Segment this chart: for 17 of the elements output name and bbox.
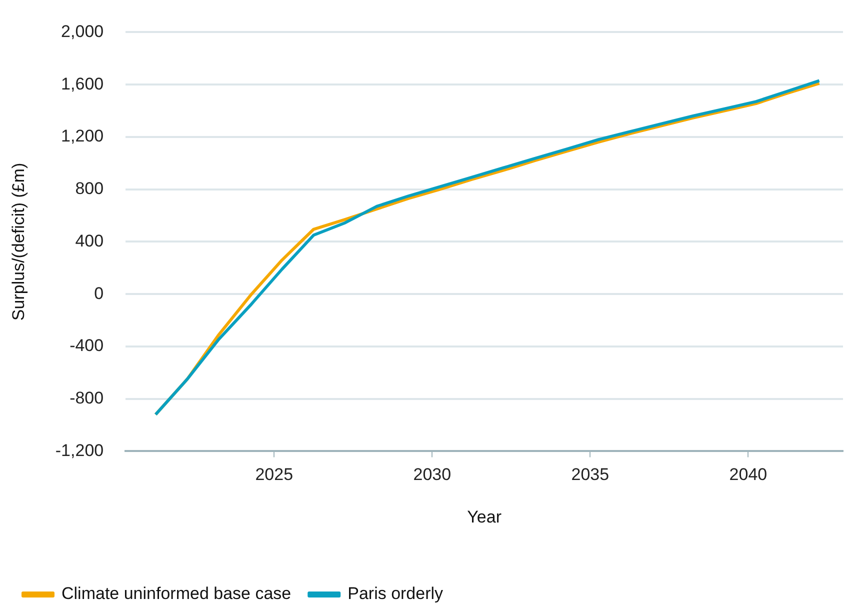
x-axis-title: Year: [467, 507, 502, 526]
x-tick-label: 2040: [729, 465, 768, 484]
y-tick-label: 400: [75, 231, 104, 250]
y-tick-label: 1,200: [61, 126, 104, 146]
y-tick-label: -1,200: [55, 440, 104, 460]
legend-label: Paris orderly: [348, 584, 444, 604]
y-tick-label: 1,600: [61, 74, 104, 94]
y-tick-label: -800: [70, 388, 104, 408]
x-tick-label: 2035: [571, 465, 610, 484]
y-tick-label: 2,000: [61, 22, 104, 41]
legend-label: Climate uninformed base case: [62, 584, 292, 604]
y-tick-label: -400: [70, 336, 104, 356]
x-tick-label: 2025: [255, 465, 294, 484]
y-axis-title: Surplus/(deficit) (£m): [8, 162, 28, 321]
y-tick-label: 0: [94, 284, 104, 303]
y-tick-label: 800: [75, 179, 104, 198]
x-tick-label: 2030: [413, 465, 452, 484]
